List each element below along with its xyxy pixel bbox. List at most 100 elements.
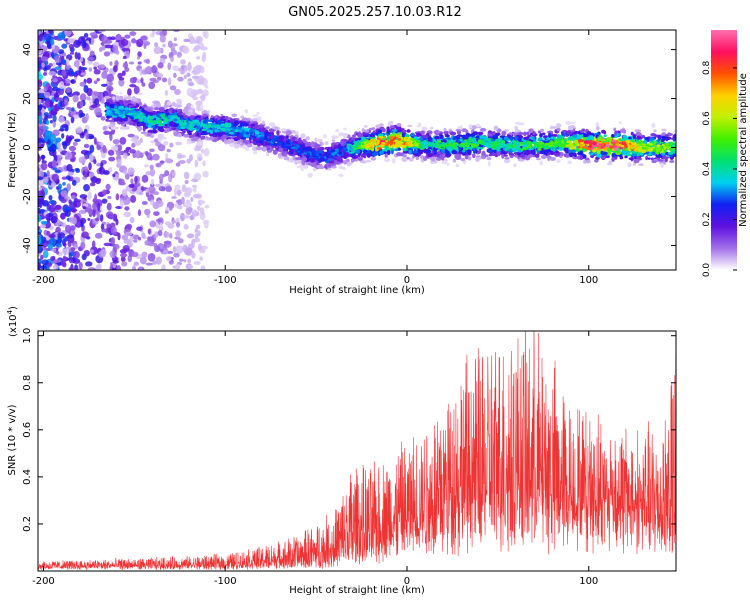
spectrogram-noise-cell (49, 120, 54, 124)
spectrogram-ridge-cell (125, 126, 130, 130)
spectrogram-ridge-cell (408, 149, 412, 155)
spectrogram-noise-cell (65, 65, 71, 70)
spectrogram-core-cell (266, 139, 272, 142)
spectrogram-ridge-cell (258, 140, 263, 144)
spectrogram-noise-cell (81, 231, 89, 239)
spectrogram-noise-cell (157, 144, 166, 152)
spectrogram-noise-cell (157, 76, 162, 81)
spectrogram-noise-cell (104, 39, 113, 44)
spectrogram-ridge-cell (138, 101, 143, 106)
spectrogram-noise-cell (183, 38, 191, 43)
spectrogram-noise-cell (107, 195, 112, 200)
spectrogram-core-cell (228, 125, 231, 128)
spectrogram-ridge-cell (573, 152, 577, 158)
spectrogram-ridge-cell (239, 122, 244, 127)
spectrogram-noise-cell (60, 212, 66, 220)
spectrogram-core-cell (272, 139, 276, 143)
spectrogram-noise-cell (96, 78, 100, 82)
spectrogram-ridge-cell (672, 134, 676, 139)
spectrogram-noise-cell (121, 188, 128, 197)
spectrogram-ridge-cell (323, 134, 327, 139)
spectrogram-noise-cell (40, 143, 45, 148)
spectrogram-ridge-cell (327, 160, 335, 164)
spectrogram-ridge-cell (554, 138, 560, 142)
spectrogram-noise-cell (171, 220, 177, 224)
spectrogram-noise-cell (65, 224, 72, 233)
spectrogram-noise-cell (89, 32, 98, 37)
spectrogram-ridge-cell (387, 121, 392, 127)
spectrogram-ridge-cell (600, 155, 607, 160)
spectrogram-noise-cell (115, 193, 120, 201)
spectrogram-noise-cell (55, 250, 60, 255)
spectrogram-ridge-cell (295, 159, 302, 164)
spectrogram-noise-cell (89, 171, 95, 177)
spectrogram-noise-cell (127, 88, 132, 96)
spectrogram-core-cell (577, 145, 581, 149)
spectrogram-noise-cell (183, 259, 187, 263)
spectrogram-noise-cell (57, 32, 65, 40)
spectrogram-ridge-cell (196, 141, 203, 146)
spectrogram-noise-cell (41, 62, 45, 68)
spectrogram-noise-cell (69, 203, 75, 209)
spectrogram-ridge-cell (304, 142, 311, 148)
spectrogram-ridge-cell (166, 101, 172, 106)
spectrogram-noise-cell (61, 133, 65, 139)
spectrogram-ridge-cell (458, 146, 464, 151)
spectrogram-ridge-cell (324, 165, 328, 169)
spectrogram-ridge-cell (279, 136, 283, 140)
spectrogram-ridge-cell (421, 135, 428, 138)
spectrogram-noise-cell (122, 55, 127, 60)
spectrogram-ridge-cell (177, 108, 183, 112)
spectrogram-noise-cell (145, 188, 149, 193)
spectrogram-noise-cell (73, 39, 81, 48)
spectrogram-core-cell (519, 141, 524, 144)
spectrogram-ridge-cell (569, 121, 576, 125)
spectrogram-noise-cell (140, 77, 144, 84)
spectrogram-noise-cell (72, 94, 79, 103)
spectrogram-noise-cell (168, 206, 173, 211)
spectrogram-core-cell (437, 145, 441, 149)
spectrogram-noise-cell (169, 85, 177, 91)
spectrogram-core-cell (199, 124, 206, 127)
spectrogram-noise-cell (184, 180, 189, 184)
spectrogram-ridge-cell (583, 159, 587, 164)
spectrogram-ridge-cell (451, 149, 458, 155)
spectrogram-noise-cell (93, 66, 97, 70)
spectrogram-core-cell (149, 120, 154, 123)
spectrogram-noise-cell (109, 61, 113, 66)
spectrogram-noise-cell (103, 130, 111, 135)
spectrogram-noise-cell (51, 173, 59, 182)
spectrogram-ridge-cell (244, 109, 249, 114)
spectrogram-noise-cell (124, 206, 130, 211)
spectrogram-noise-cell (138, 236, 142, 241)
spectrogram-noise-cell (136, 56, 141, 60)
spectrogram-noise-cell (174, 184, 181, 190)
spectrogram-ridge-cell (597, 136, 602, 141)
spectrogram-ridge-cell (461, 128, 467, 133)
spectrogram-noise-cell (154, 183, 161, 187)
spectrogram-core-cell (447, 143, 452, 147)
spectrogram-ridge-cell (160, 128, 164, 132)
spectrogram-ridge-cell (278, 147, 284, 153)
spectrogram-core-cell (140, 117, 144, 121)
spectrogram-ridge-cell (605, 139, 610, 142)
spectrogram-noise-cell (127, 255, 132, 263)
spectrogram-core-cell (328, 158, 333, 161)
spectrogram-ridge-cell (159, 133, 164, 139)
spectrogram-ridge-cell (628, 157, 635, 161)
spectrogram-noise-cell (74, 138, 81, 142)
spectrogram-noise-cell (45, 99, 50, 109)
spectrogram-ridge-cell (243, 122, 249, 127)
spectrogram-noise-cell (50, 143, 57, 153)
spectrogram-noise-cell (45, 213, 53, 221)
spectrogram-noise-cell (170, 56, 174, 63)
spectrogram-ridge-cell (638, 163, 644, 166)
spectrogram-ridge-cell (147, 129, 154, 134)
spectrogram-noise-cell (196, 56, 201, 60)
spectrogram-noise-cell (152, 100, 160, 105)
spectrogram-ridge-cell (537, 130, 541, 134)
spectrogram-noise-cell (38, 215, 42, 223)
spectrogram-noise-cell (102, 170, 110, 175)
spectrogram-noise-cell (89, 98, 93, 106)
